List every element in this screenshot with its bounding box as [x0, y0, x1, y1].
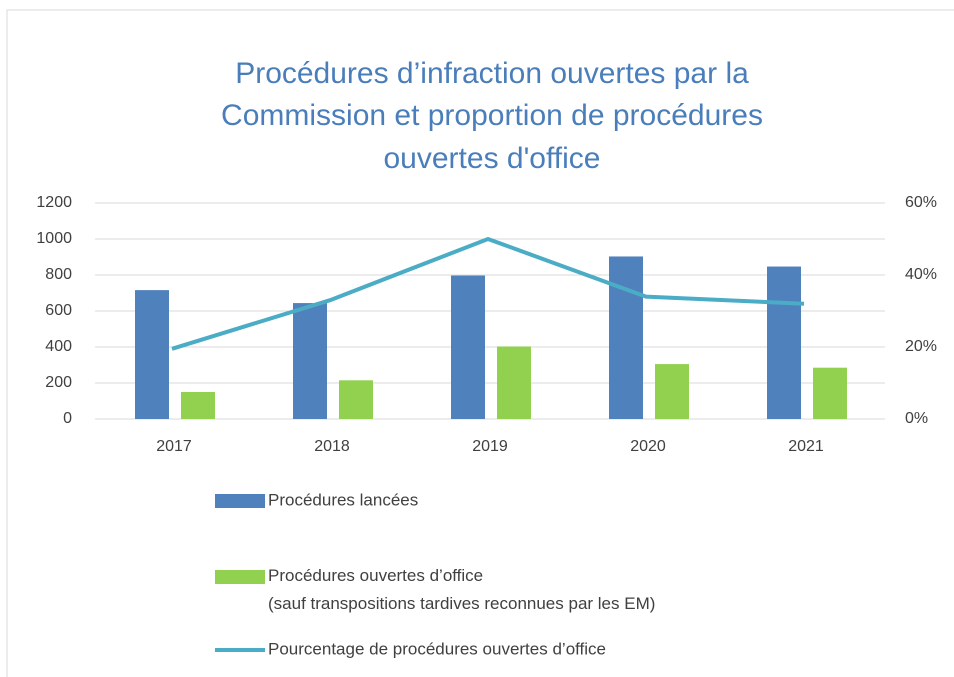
x-tick-label: 2021: [788, 438, 824, 455]
bar: [655, 364, 689, 419]
bar: [497, 346, 531, 419]
bar: [451, 275, 485, 419]
bar: [767, 266, 801, 419]
y2-tick-label: 20%: [905, 338, 937, 355]
y-tick-label: 800: [45, 266, 72, 283]
y2-tick-label: 40%: [905, 266, 937, 283]
bar: [293, 303, 327, 419]
bar: [339, 380, 373, 419]
y-tick-label: 0: [63, 410, 72, 427]
chart-title: ouvertes d'office: [384, 142, 601, 175]
x-tick-label: 2018: [314, 438, 350, 455]
x-tick-label: 2020: [630, 438, 666, 455]
x-tick-label: 2017: [156, 438, 192, 455]
chart-title: Procédures d’infraction ouvertes par la: [235, 57, 749, 90]
legend-swatch: [215, 570, 265, 584]
bar: [181, 392, 215, 419]
x-tick-label: 2019: [472, 438, 508, 455]
line-series: [171, 236, 805, 351]
legend-label: Procédures ouvertes d’office (sauf transp…: [268, 566, 655, 613]
chart-title: Commission et proportion de procédures: [221, 99, 763, 132]
y2-tick-label: 60%: [905, 194, 937, 211]
y2-tick-label: 0%: [905, 410, 928, 427]
chart-frame: [6, 9, 954, 677]
y-tick-label: 200: [45, 374, 72, 391]
y-tick-label: 1000: [36, 230, 72, 247]
legend-label: Procédures lancées: [268, 490, 418, 509]
bar: [135, 290, 169, 419]
y-tick-label: 1200: [36, 194, 72, 211]
legend-label: Pourcentage de procédures ouvertes d’off…: [268, 639, 606, 658]
legend-swatch: [215, 494, 265, 508]
y-tick-label: 600: [45, 302, 72, 319]
y-tick-label: 400: [45, 338, 72, 355]
bar: [813, 367, 847, 419]
bar: [609, 256, 643, 419]
